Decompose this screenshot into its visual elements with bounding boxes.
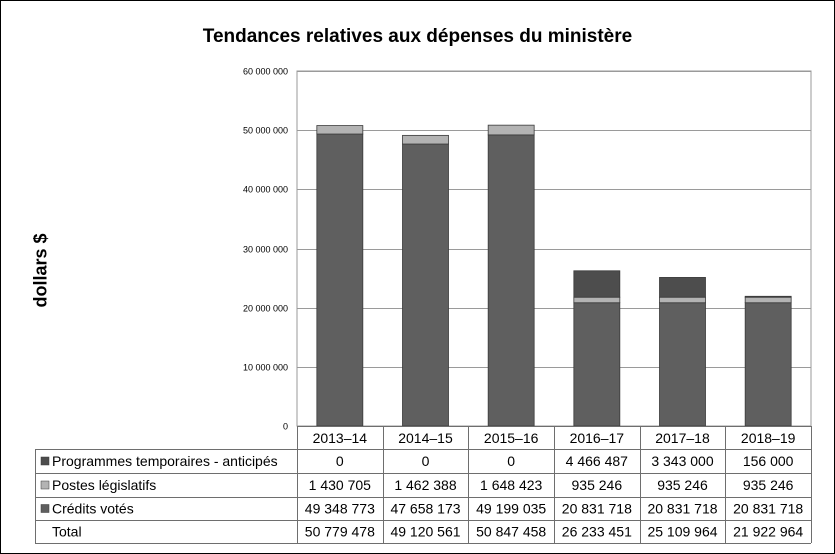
data-label: 50 847 458 bbox=[476, 524, 546, 540]
data-label: 49 199 035 bbox=[476, 501, 546, 517]
data-table: 2013–14 2014–15 2015–16 2016–17 2017–18 2018–… bbox=[35, 426, 812, 544]
data-label: 20 831 718 bbox=[562, 501, 632, 517]
y-tick-label: 60 000 000 bbox=[243, 67, 288, 77]
y-tick-label: 50 000 000 bbox=[243, 126, 288, 136]
legend-key bbox=[40, 480, 50, 490]
legend-entry: Programmes temporaires - anticipés bbox=[52, 453, 278, 469]
bar-segment bbox=[659, 277, 706, 298]
bar-segment bbox=[659, 302, 706, 427]
y-tick-label: 40 000 000 bbox=[243, 185, 288, 195]
data-label: 0 bbox=[422, 453, 430, 469]
bar-segment bbox=[402, 134, 449, 145]
data-label: 156 000 bbox=[743, 453, 794, 469]
y-axis-ticks: 0 10 000 000 20 000 000 30 000 000 40 000 00… bbox=[243, 67, 288, 432]
legend-entry: Total bbox=[52, 524, 82, 540]
bar-segment bbox=[744, 296, 792, 304]
data-label: 25 109 964 bbox=[647, 524, 717, 540]
data-label: 20 831 718 bbox=[647, 501, 717, 517]
data-label: 49 120 561 bbox=[390, 524, 460, 540]
plot-background bbox=[296, 70, 812, 427]
bars bbox=[316, 124, 792, 427]
data-label: 47 658 173 bbox=[390, 501, 460, 517]
bar-segment bbox=[402, 143, 449, 427]
y-tick-label: 10 000 000 bbox=[243, 363, 288, 373]
data-label: 4 466 487 bbox=[566, 453, 628, 469]
bar-segment bbox=[573, 302, 621, 427]
y-tick-label: 0 bbox=[283, 422, 288, 432]
data-label: 21 922 964 bbox=[733, 524, 803, 540]
bar-segment bbox=[316, 133, 364, 427]
data-label: 1 648 423 bbox=[480, 477, 542, 493]
data-label: 3 343 000 bbox=[651, 453, 713, 469]
bar-segment bbox=[573, 270, 621, 298]
data-label: 935 246 bbox=[572, 477, 623, 493]
y-tick-label: 30 000 000 bbox=[243, 245, 288, 255]
data-label: 935 246 bbox=[657, 477, 708, 493]
bar-segment bbox=[744, 295, 792, 298]
bar-segment bbox=[659, 296, 706, 304]
data-label: 20 831 718 bbox=[733, 501, 803, 517]
data-label: 0 bbox=[507, 453, 515, 469]
bar-segment bbox=[573, 296, 621, 304]
data-label: 1 462 388 bbox=[394, 477, 456, 493]
bar-segment bbox=[487, 124, 535, 136]
bar-segment bbox=[487, 134, 535, 427]
plot-area bbox=[296, 70, 812, 427]
chart-title: Tendances relatives aux dépenses du mini… bbox=[202, 26, 633, 47]
x-tick-label: 2017–18 bbox=[655, 430, 710, 446]
legend-key bbox=[40, 504, 50, 513]
data-label: 935 246 bbox=[743, 477, 794, 493]
x-tick-label: 2015–16 bbox=[484, 430, 539, 446]
data-label: 49 348 773 bbox=[305, 501, 375, 517]
data-label: 26 233 451 bbox=[562, 524, 632, 540]
data-label: 1 430 705 bbox=[309, 477, 371, 493]
x-tick-label: 2018–19 bbox=[741, 430, 796, 446]
data-label: 0 bbox=[336, 453, 344, 469]
x-tick-label: 2016–17 bbox=[570, 430, 625, 446]
bar-segment bbox=[316, 125, 364, 135]
x-tick-label: 2014–15 bbox=[398, 430, 453, 446]
y-tick-label: 20 000 000 bbox=[243, 304, 288, 314]
legend-key bbox=[40, 456, 50, 466]
legend-entry: Crédits votés bbox=[52, 501, 134, 517]
legend-entry: Postes législatifs bbox=[52, 477, 156, 493]
x-tick-label: 2013–14 bbox=[313, 430, 368, 446]
data-label: 50 779 478 bbox=[305, 524, 375, 540]
bar-segment bbox=[744, 302, 792, 427]
